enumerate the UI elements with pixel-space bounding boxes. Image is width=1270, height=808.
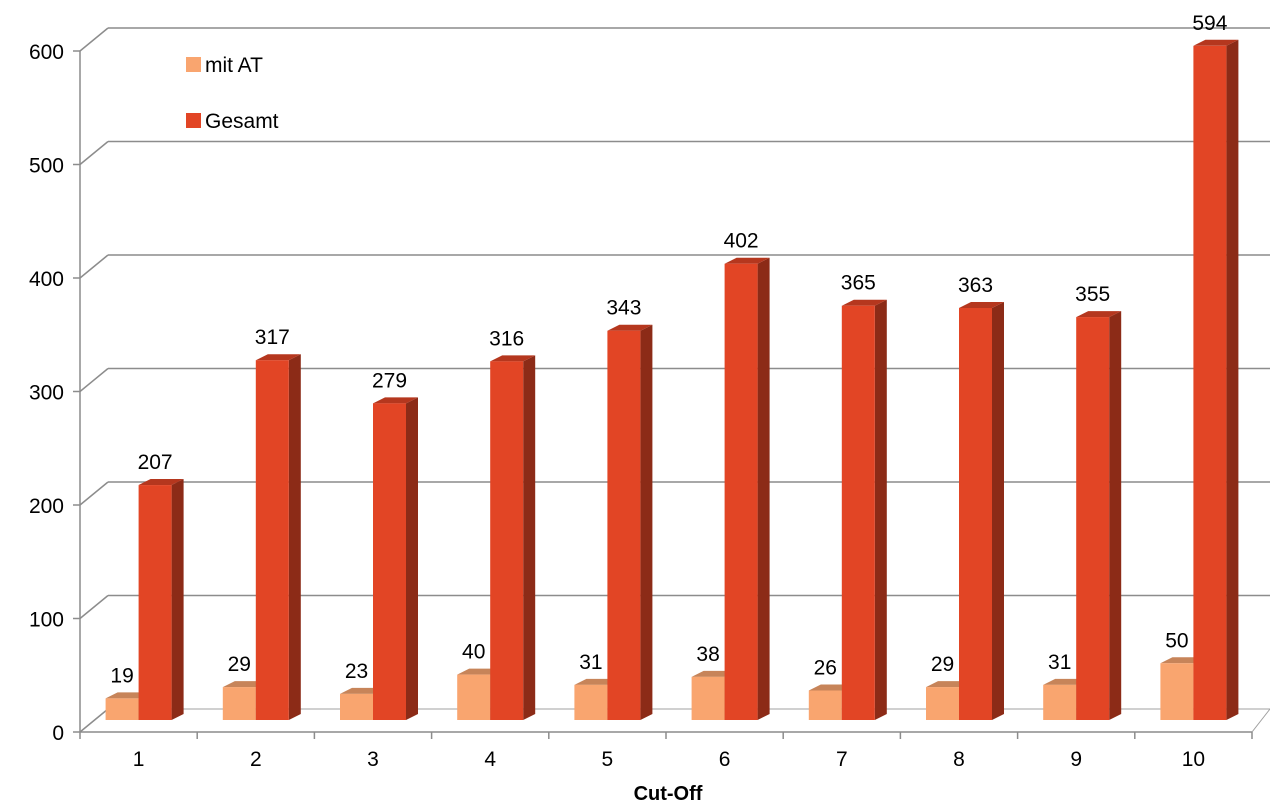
data-label: 365: [841, 272, 876, 295]
legend: mit AT Gesamt: [186, 54, 279, 133]
data-label: 402: [724, 230, 759, 253]
gridline-depth: [79, 27, 109, 52]
y-tick-label: 200: [29, 495, 64, 518]
data-labels: 19 29 23 40 31 38 26 29 31 50 207 317 279 316 343 402 36…: [110, 12, 1227, 688]
bar-gesamt-7: [841, 299, 887, 720]
bar-gesamt-3: [373, 397, 418, 720]
bar-gesamt-9: [1076, 311, 1122, 720]
gridline-depth: [79, 140, 109, 166]
x-tick-label: 3: [367, 748, 379, 771]
bar-gesamt-4: [490, 355, 536, 720]
y-tick-label: 300: [29, 382, 64, 405]
x-tick-label: 9: [1070, 748, 1082, 771]
data-label: 29: [931, 653, 954, 676]
x-tick-label: 4: [484, 748, 496, 771]
data-label: 316: [489, 327, 524, 350]
gridline-depth: [79, 594, 109, 620]
bars: [105, 39, 1239, 721]
data-label: 207: [138, 451, 173, 474]
data-label: 317: [255, 326, 290, 349]
y-tick-label: 500: [29, 155, 64, 178]
bar-gesamt-8: [959, 301, 1004, 720]
x-tick-label: 7: [836, 748, 848, 771]
data-label: 594: [1192, 12, 1227, 35]
gridline-depth: [79, 254, 109, 279]
gridline-depth: [79, 708, 109, 733]
y-tick-label: 600: [29, 41, 64, 64]
x-tick-label: 10: [1182, 748, 1205, 771]
data-label: 40: [462, 641, 485, 664]
x-tick-label: 5: [602, 748, 614, 771]
legend-swatch-gesamt: [186, 113, 201, 128]
legend-swatch-mit-at: [186, 57, 201, 72]
data-label: 31: [579, 651, 602, 674]
data-label: 343: [606, 297, 641, 320]
y-tick-label: 100: [29, 609, 64, 632]
gridline-depth: [79, 367, 109, 393]
bar-gesamt-5: [607, 324, 653, 720]
x-tick-label: 6: [719, 748, 731, 771]
bar-gesamt-1: [138, 479, 184, 720]
bar-gesamt-10: [1193, 39, 1239, 721]
legend-label-mit-at: mit AT: [205, 54, 263, 77]
data-label: 26: [814, 656, 837, 679]
x-tick-label: 2: [250, 748, 262, 771]
bar-gesamt-2: [255, 354, 301, 720]
data-label: 50: [1165, 629, 1188, 652]
data-label: 23: [345, 660, 368, 683]
data-label: 19: [110, 664, 133, 687]
data-label: 355: [1075, 283, 1110, 306]
data-label: 279: [372, 369, 407, 392]
data-label: 29: [228, 653, 251, 676]
x-tick-label: 1: [133, 748, 145, 771]
bar-gesamt-6: [724, 257, 770, 720]
x-tick-label: 8: [953, 748, 965, 771]
data-label: 31: [1048, 651, 1071, 674]
y-tick-label: 0: [52, 722, 64, 745]
data-label: 38: [696, 643, 719, 666]
legend-label-gesamt: Gesamt: [205, 110, 279, 133]
gridline-depth: [79, 481, 109, 506]
x-axis-title: Cut-Off: [634, 783, 703, 805]
y-tick-label: 400: [29, 268, 64, 291]
data-label: 363: [958, 274, 993, 297]
